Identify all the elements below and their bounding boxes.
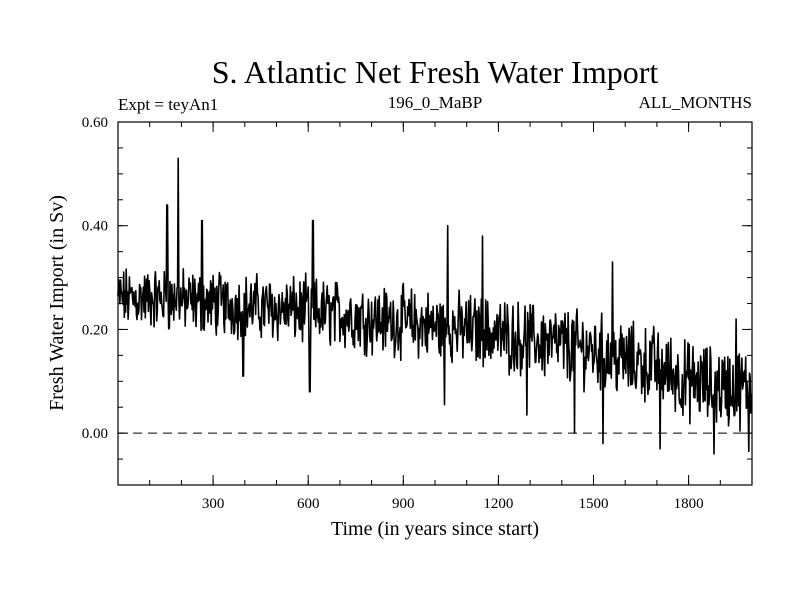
x-tick-label: 300 xyxy=(202,496,225,512)
y-tick-label: 0.00 xyxy=(82,426,108,442)
y-tick-label: 0.40 xyxy=(82,219,108,235)
x-axis-label: Time (in years since start) xyxy=(331,518,539,540)
x-tick-label: 1200 xyxy=(483,496,513,512)
y-axis-label: Fresh Water Import (in Sv) xyxy=(46,195,68,411)
x-tick-label: 1800 xyxy=(674,496,704,512)
y-tick-label: 0.60 xyxy=(82,115,108,131)
plot-area: 300 600 900 1200 1500 1800 0.00 0.20 0.40 0.60 xyxy=(82,115,753,512)
y-tick-label: 0.20 xyxy=(82,322,108,338)
x-tick-label: 900 xyxy=(392,496,415,512)
subtitle-right: ALL_MONTHS xyxy=(639,93,752,112)
chart-title: S. Atlantic Net Fresh Water Import xyxy=(212,54,659,90)
plot-frame xyxy=(117,121,753,486)
series-line-fresh-water-import xyxy=(117,157,753,455)
x-tick-label: 1500 xyxy=(579,496,609,512)
x-tick-label: 600 xyxy=(297,496,320,512)
subtitle-left: Expt = teyAn1 xyxy=(118,95,218,114)
subtitle-center: 196_0_MaBP xyxy=(388,93,482,112)
